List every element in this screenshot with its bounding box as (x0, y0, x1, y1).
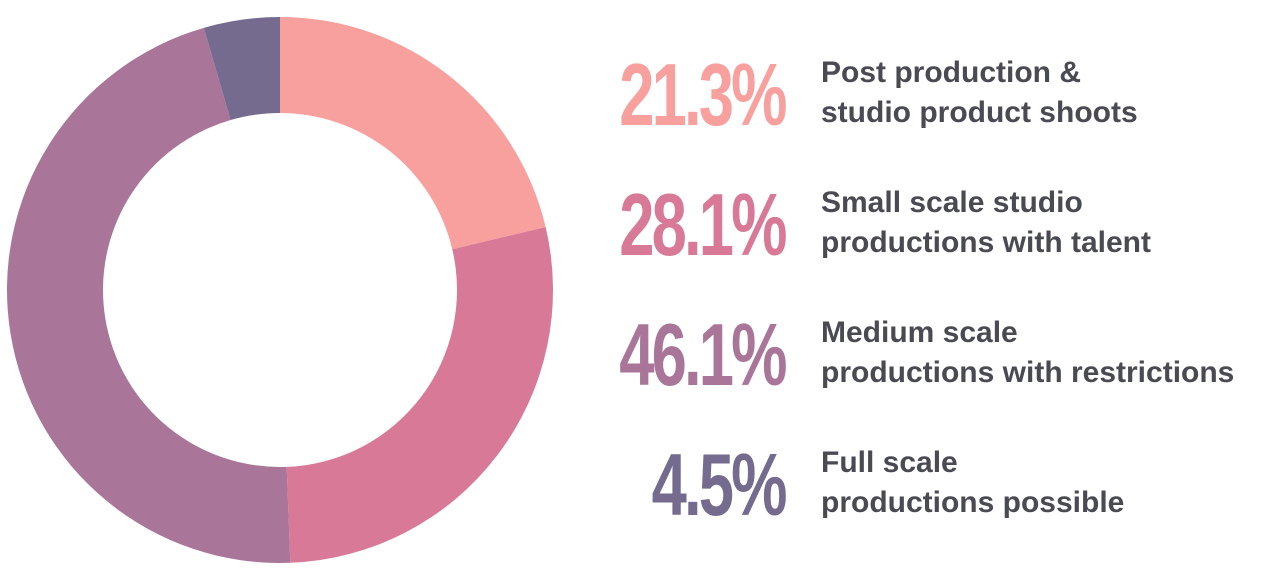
legend-item-full-scale: 4.5% Full scale productions possible (585, 435, 1265, 535)
legend-item-medium-scale: 46.1% Medium scale productions with rest… (585, 305, 1265, 405)
legend-label-line: productions with talent (821, 226, 1151, 259)
legend-label-line: Full scale (821, 446, 958, 479)
legend-label-line: productions with restrictions (821, 356, 1235, 389)
legend-label-full-scale: Full scale productions possible (821, 443, 1124, 523)
legend-label-line: Small scale studio (821, 186, 1083, 219)
data-label-full-scale: 4.5% (652, 435, 788, 534)
legend-label-medium-scale: Medium scale productions with restrictio… (821, 313, 1234, 393)
legend-item-post-production: 21.3% Post production & studio product s… (585, 45, 1265, 145)
legend-label-line: productions possible (821, 486, 1125, 519)
legend-label-small-scale: Small scale studio productions with tale… (821, 183, 1151, 263)
donut-slice-small-scale (286, 227, 553, 563)
data-label-small-scale: 28.1% (619, 175, 788, 274)
legend-item-small-scale: 28.1% Small scale studio productions wit… (585, 175, 1265, 275)
donut-slice-post-production (280, 17, 546, 250)
donut-slice-medium-scale (6, 27, 291, 563)
data-label-post-production: 21.3% (619, 45, 788, 144)
legend-label-line: studio product shoots (821, 96, 1138, 129)
donut-chart (6, 17, 553, 563)
legend-label-post-production: Post production & studio product shoots (821, 53, 1138, 133)
donut-slice-full-scale (203, 17, 280, 121)
legend-label-line: Post production & (821, 56, 1081, 89)
data-label-medium-scale: 46.1% (619, 305, 788, 404)
legend-label-line: Medium scale (821, 316, 1018, 349)
